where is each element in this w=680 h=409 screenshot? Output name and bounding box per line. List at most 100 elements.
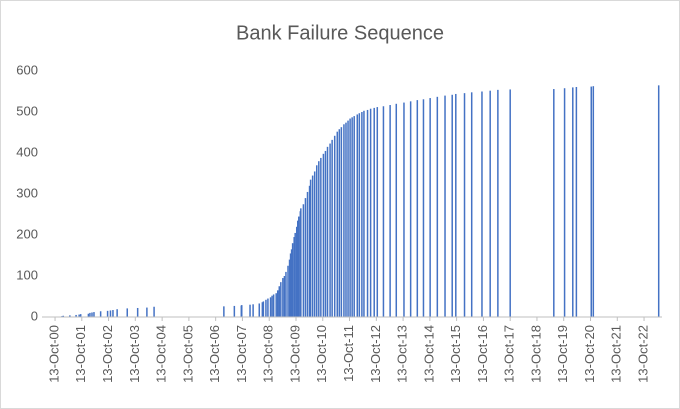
- bar: [329, 143, 331, 317]
- bar: [269, 297, 272, 317]
- bar: [294, 232, 296, 317]
- bar: [89, 312, 91, 317]
- bar: [340, 127, 343, 317]
- bar: [553, 89, 555, 317]
- bar: [373, 107, 375, 318]
- y-tick-label: 600: [16, 62, 38, 77]
- bar: [252, 304, 254, 317]
- x-tick-label: 13-Oct-06: [207, 325, 222, 383]
- bar: [422, 99, 425, 317]
- bar: [302, 204, 305, 317]
- bar: [403, 102, 405, 317]
- bar: [291, 243, 294, 317]
- bar: [497, 89, 499, 317]
- x-tick-label: 13-Oct-17: [502, 325, 517, 383]
- bar: [347, 120, 349, 317]
- bar: [87, 313, 90, 317]
- bar: [116, 309, 118, 317]
- bar: [353, 116, 355, 317]
- bar: [309, 179, 312, 317]
- bar: [338, 129, 341, 317]
- bar: [444, 95, 446, 317]
- bar: [389, 105, 391, 317]
- bar: [363, 110, 365, 318]
- bar: [276, 290, 279, 317]
- bar: [106, 310, 109, 317]
- bar: [455, 93, 457, 318]
- bar: [356, 114, 359, 318]
- bar: [343, 124, 345, 317]
- bar: [272, 294, 275, 317]
- bar: [463, 93, 466, 317]
- bar: [351, 117, 353, 317]
- bar: [288, 259, 291, 317]
- bar: [324, 150, 327, 317]
- x-tick-label: 13-Oct-20: [582, 325, 597, 383]
- y-tick-label: 300: [16, 185, 38, 200]
- bar: [592, 86, 595, 317]
- bar: [304, 198, 307, 317]
- x-tick-label: 13-Oct-02: [100, 325, 115, 383]
- bar: [249, 304, 251, 317]
- x-tick-label: 13-Oct-09: [287, 325, 302, 383]
- bar: [287, 265, 289, 317]
- bar: [290, 249, 293, 317]
- x-tick-label: 13-Oct-16: [475, 325, 490, 383]
- x-tick-label: 13-Oct-22: [635, 325, 650, 383]
- bar: [109, 310, 112, 317]
- bar: [285, 271, 287, 317]
- bar: [308, 185, 311, 317]
- bar: [345, 122, 347, 317]
- bar: [416, 100, 419, 317]
- bar: [241, 305, 243, 317]
- y-tick-label: 100: [16, 267, 38, 282]
- bar: [233, 305, 236, 317]
- x-tick-label: 13-Oct-14: [421, 325, 436, 383]
- bar: [470, 92, 473, 317]
- bar: [326, 146, 329, 317]
- bar: [311, 175, 314, 317]
- bar: [572, 87, 574, 318]
- bar: [280, 282, 282, 317]
- y-tick-label: 500: [16, 103, 38, 118]
- bar: [93, 312, 95, 317]
- bar: [278, 286, 281, 317]
- x-tick-label: 13-Oct-10: [314, 325, 329, 383]
- bar: [376, 107, 379, 317]
- bar: [282, 278, 284, 317]
- bar: [298, 216, 300, 317]
- bar: [78, 314, 80, 317]
- bar: [223, 306, 225, 317]
- bar: [369, 108, 372, 317]
- bar: [79, 314, 82, 317]
- bar: [336, 131, 339, 317]
- x-tick-label: 13-Oct-12: [368, 325, 383, 383]
- bar: [489, 90, 491, 318]
- bar: [271, 295, 273, 317]
- bar: [333, 135, 336, 317]
- bar: [297, 220, 299, 317]
- bar: [69, 315, 71, 317]
- bar: [99, 311, 102, 317]
- bar: [112, 310, 114, 317]
- chart-title: Bank Failure Sequence: [236, 22, 444, 44]
- bar: [315, 165, 318, 317]
- x-tick-label: 13-Oct-07: [234, 325, 249, 383]
- x-tick-label: 13-Oct-08: [261, 325, 276, 383]
- bar: [395, 103, 398, 317]
- bar: [563, 88, 566, 317]
- bar: [349, 118, 351, 317]
- bar: [75, 314, 77, 317]
- x-tick-label: 13-Oct-00: [46, 325, 61, 383]
- bar: [267, 298, 269, 317]
- x-tick-label: 13-Oct-05: [180, 325, 195, 383]
- x-tick-label: 13-Oct-21: [609, 325, 624, 383]
- bar: [293, 237, 295, 317]
- x-tick-label: 13-Oct-18: [528, 325, 543, 383]
- x-tick-label: 13-Oct-11: [341, 325, 356, 382]
- bar: [306, 191, 309, 317]
- x-tick-label: 13-Oct-13: [395, 325, 410, 383]
- bar: [126, 308, 129, 317]
- y-tick-label: 200: [16, 226, 38, 241]
